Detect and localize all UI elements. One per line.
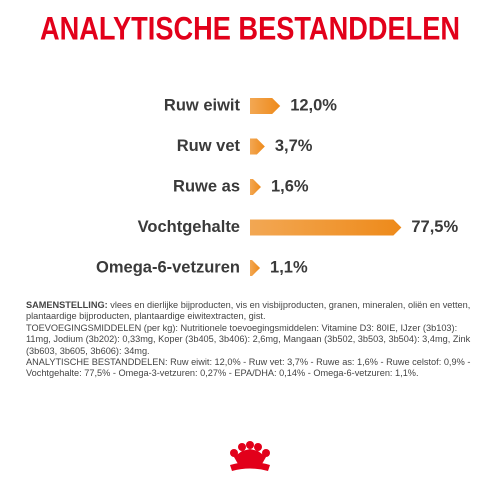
- notes: SAMENSTELLING: vlees en dierlijke bijpro…: [26, 300, 476, 380]
- analysis: ANALYTISCHE BESTANDDELEN: Ruw eiwit: 12,…: [26, 357, 471, 379]
- category-label: Omega-6-vetzuren: [96, 258, 240, 276]
- bar: [250, 219, 402, 236]
- category-label: Ruwe as: [173, 177, 240, 195]
- bar: [250, 138, 265, 155]
- logo: [230, 441, 270, 471]
- value-label: 77,5%: [411, 218, 458, 236]
- bar: [250, 179, 261, 195]
- bar: [250, 260, 261, 276]
- category-label: Ruw eiwit: [164, 96, 241, 114]
- value-label: 12,0%: [290, 96, 337, 114]
- value-label: 1,6%: [271, 177, 309, 195]
- chart: ANALYTISCHE BESTANDDELEN Ruw eiwit 12,0% R…: [40, 10, 460, 276]
- category-label: Ruw vet: [177, 137, 241, 155]
- value-label: 1,1%: [270, 258, 308, 276]
- additives: TOEVOEGINGSMIDDELEN (per kg): Nutritione…: [26, 322, 471, 356]
- chart-title: ANALYTISCHE BESTANDDELEN: [40, 10, 460, 46]
- composition-text: vlees en dierlijke bijproducten, vis en …: [26, 300, 471, 322]
- composition: SAMENSTELLING: vlees en dierlijke bijpro…: [26, 300, 476, 323]
- composition-label: SAMENSTELLING:: [26, 300, 108, 310]
- category-label: Vochtgehalte: [138, 218, 240, 236]
- value-label: 3,7%: [275, 137, 313, 155]
- bar: [250, 98, 281, 114]
